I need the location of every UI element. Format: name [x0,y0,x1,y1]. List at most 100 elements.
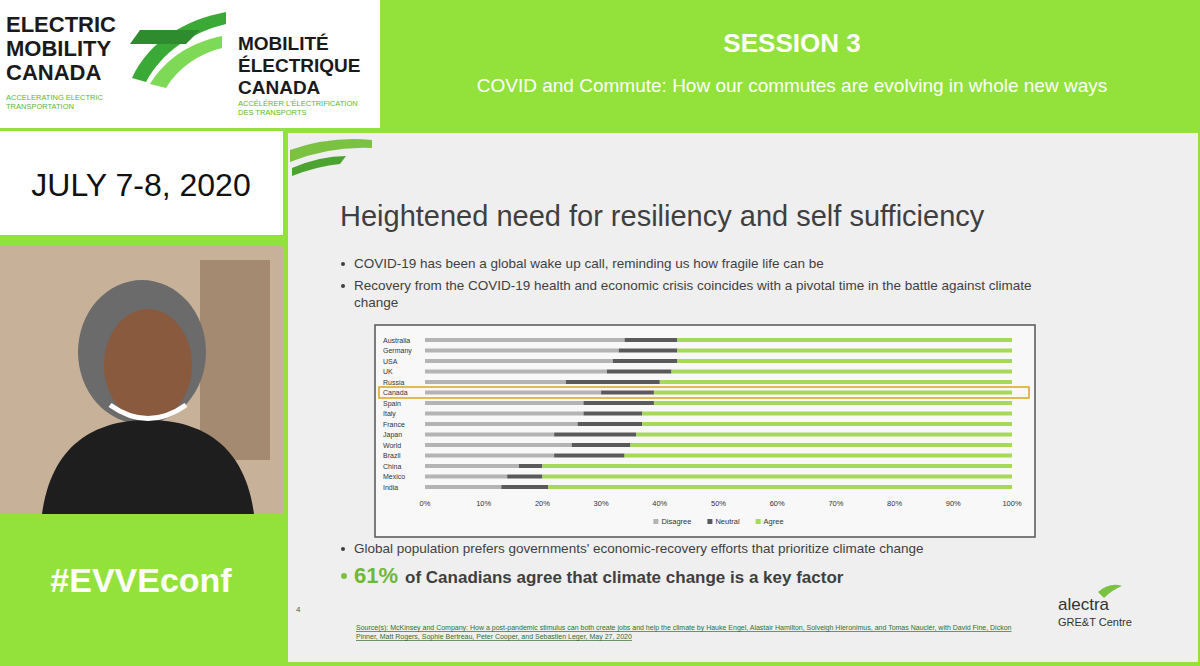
bullet: change [354,295,398,310]
logo-fr: CANADA [238,77,321,98]
bars [425,338,1012,489]
session-label: SESSION 3 [723,28,860,58]
bar-segment [677,359,1012,363]
brand: alectra [1058,595,1110,614]
bar-segment [425,359,613,363]
legend: Disagree Neutral Agree [653,517,783,526]
logo-fr-tagline: ACCÉLÉRER L'ÉLECTRIFICATION [238,99,358,108]
tick-label: 60% [770,499,785,508]
webcam-hair [78,280,206,424]
bar-segment [583,401,653,405]
bar-segment [425,485,501,489]
bullet-dot [341,573,347,579]
logo-en-tagline: TRANSPORTATION [6,102,74,111]
category-label: USA [383,358,398,365]
tick-label: 0% [420,499,431,508]
bar-segment [425,433,554,437]
bar-segment [425,349,619,353]
bar-segment [625,338,678,342]
category-label: France [383,421,405,428]
bar-segment [601,391,654,395]
category-label: UK [383,368,393,375]
chart-frame [375,325,1035,537]
bullet: COVID-19 has been a global wake up call,… [354,256,824,271]
category-label: Germany [383,347,412,355]
bar-segment [425,370,607,374]
bar-segment [425,401,583,405]
bullet-dot [341,284,345,288]
bar-segment [425,422,578,426]
bar-segment [613,359,678,363]
category-label: Brazil [383,452,401,459]
logo-en: ELECTRIC [6,12,116,37]
source: Pinner, Matt Rogers, Sophie Bertreau, Pe… [356,633,632,641]
tick-label: 70% [828,499,843,508]
bar-segment [425,380,566,384]
tick-label: 40% [652,499,667,508]
bar-segment [654,391,1012,395]
session-title: COVID and Commute: How our commutes are … [477,75,1107,96]
bar-segment [425,454,554,458]
bar-segment [625,454,1012,458]
page-number: 4 [296,605,301,614]
bullet-dot [341,262,345,266]
tick-label: 90% [946,499,961,508]
webcam-bg [200,260,270,460]
highlight-number: 61% [354,563,398,588]
bar-segment [425,391,601,395]
webcam-face [104,309,192,421]
bar-segment [607,370,672,374]
legend-label: Disagree [661,517,691,526]
bar-segment [636,433,1012,437]
bar-segment [642,412,1012,416]
category-label: China [383,463,401,470]
logo-en-tagline: ACCELERATING ELECTRIC [6,93,104,102]
bar-segment [542,475,1012,479]
category-label: Japan [383,431,402,439]
source: Source(s): McKinsey and Company: How a p… [356,624,1012,632]
webcam-body [42,420,254,514]
category-label: Canada [383,389,408,396]
logo-fr: MOBILITÉ [238,33,329,54]
bar-segment [507,475,542,479]
category-label: Russia [383,379,405,386]
bar-segment [542,464,1012,468]
logo-panel [0,0,380,128]
logo-fr-tagline: DES TRANSPORTS [238,108,307,117]
bullet: Global population prefers governments' e… [354,541,924,556]
highlight-box [379,387,1029,398]
category-label: India [383,484,398,491]
highlight-text: of Canadians agree that climate change i… [405,568,844,587]
bar-segment [425,443,572,447]
category-label: World [383,442,401,449]
page: ELECTRICMOBILITYCANADAACCELERATING ELECT… [0,0,1200,666]
bar-segment [578,422,643,426]
logo-fr: ÉLECTRIQUE [238,55,360,76]
bar-segment [425,338,625,342]
slide [288,133,1198,662]
bar-segment [619,349,678,353]
bar-segment [642,422,1012,426]
tick-label: 50% [711,499,726,508]
bar-segment [654,401,1012,405]
bar-segment [572,443,631,447]
bar-segment [630,443,1012,447]
legend-swatch [756,519,761,524]
tick-label: 10% [476,499,491,508]
tick-label: 100% [1002,499,1022,508]
webcam [0,246,283,514]
bar-segment [501,485,548,489]
bar-segment [425,475,507,479]
legend-label: Neutral [715,517,740,526]
bar-segment [672,370,1012,374]
category-label: Italy [383,410,396,418]
bar-segment [519,464,542,468]
legend-swatch [653,519,658,524]
bar-segment [583,412,642,416]
bar-segment [554,454,624,458]
tick-label: 30% [594,499,609,508]
hashtag: #EVVEconf [50,561,232,599]
bullet-dot [341,547,345,551]
legend-label: Agree [764,517,784,526]
logo-icon [130,30,200,44]
